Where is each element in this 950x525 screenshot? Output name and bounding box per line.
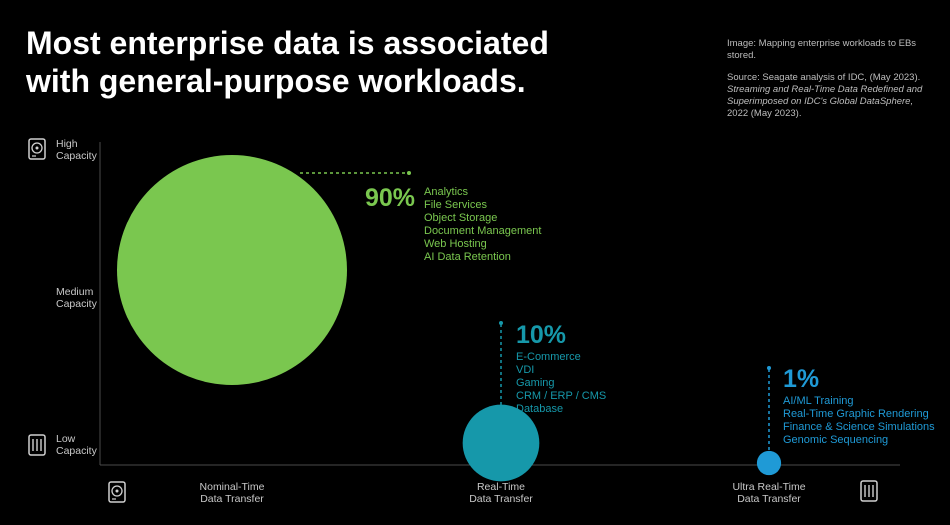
y-label-medium-line1: Medium (56, 286, 94, 298)
image-caption: Image: Mapping enterprise workloads to E… (727, 38, 917, 61)
y-label-high-line1: High (56, 138, 78, 150)
source-note: Image: Mapping enterprise workloads to E… (727, 38, 932, 130)
source-citation: Source: Seagate analysis of IDC, (May 20… (727, 72, 932, 119)
workload-item: Analytics (424, 186, 469, 198)
series-label-ultra-real-time: 1% AI/ML Training Real-Time Graphic Rend… (783, 365, 935, 447)
workload-item: Gaming (516, 377, 555, 389)
ssd-chip-icon (860, 480, 878, 502)
bubble-0 (117, 155, 347, 385)
leader-dot-1 (499, 321, 503, 325)
x-label-realtime-line2: Data Transfer (469, 493, 533, 505)
workload-item: Document Management (424, 225, 542, 237)
workload-list: Analytics File Services Object Storage D… (424, 186, 541, 264)
workload-item: Object Storage (424, 212, 498, 224)
workload-item: Database (516, 403, 564, 415)
y-label-low: Low Capacity (56, 433, 97, 457)
bubble-1 (462, 404, 540, 482)
leader-dot-0 (407, 171, 411, 175)
bubble-2 (756, 450, 782, 476)
x-label-ultra-line1: Ultra Real-Time (732, 481, 806, 493)
y-label-low-line2: Capacity (56, 445, 97, 457)
y-label-high: High Capacity (56, 138, 97, 162)
x-label-ultra: Ultra Real-Time Data Transfer (732, 481, 805, 505)
x-label-nominal-line1: Nominal-Time (199, 481, 265, 493)
source-italic: Streaming and Real-Time Data Redefined a… (727, 84, 923, 107)
x-label-nominal: Nominal-Time Data Transfer (200, 481, 265, 505)
hard-drive-icon (108, 481, 126, 503)
y-label-medium-line2: Capacity (56, 298, 97, 310)
workload-item: Web Hosting (424, 238, 487, 250)
source-prefix: Source: Seagate analysis of IDC, (May 20… (727, 72, 921, 84)
x-label-realtime: Real-Time Data Transfer (469, 481, 533, 505)
workload-item: Genomic Sequencing (783, 434, 889, 446)
leader-dot-2 (767, 366, 771, 370)
source-suffix: 2022 (May 2023). (727, 107, 802, 119)
page-title: Most enterprise data is associated with … (26, 24, 549, 100)
x-label-realtime-line1: Real-Time (476, 481, 526, 493)
workload-item: CRM / ERP / CMS (516, 390, 607, 402)
title-line-2: with general-purpose workloads. (26, 63, 526, 99)
y-label-high-line2: Capacity (56, 150, 97, 162)
percent-label: 1% (783, 365, 820, 393)
workload-item: AI/ML Training (783, 395, 854, 407)
workload-item: Real-Time Graphic Rendering (783, 408, 929, 420)
workload-item: File Services (424, 199, 487, 211)
percent-label: 90% (365, 184, 416, 212)
ssd-chip-icon (28, 434, 46, 456)
workload-list: AI/ML Training Real-Time Graphic Renderi… (783, 395, 935, 447)
y-label-low-line1: Low (56, 433, 76, 445)
hard-drive-icon (28, 138, 46, 160)
workload-list: E-Commerce VDI Gaming CRM / ERP / CMS Da… (516, 351, 606, 416)
workload-item: E-Commerce (516, 351, 581, 363)
title-line-1: Most enterprise data is associated (26, 25, 549, 61)
workload-item: AI Data Retention (424, 251, 511, 263)
workload-item: Finance & Science Simulations (783, 421, 935, 433)
x-label-nominal-line2: Data Transfer (200, 493, 264, 505)
workload-item: VDI (516, 364, 535, 376)
percent-label: 10% (516, 321, 567, 349)
series-label-real-time: 10% E-Commerce VDI Gaming CRM / ERP / CM… (516, 321, 606, 416)
y-label-medium: Medium Capacity (56, 286, 97, 310)
x-label-ultra-line2: Data Transfer (737, 493, 801, 505)
